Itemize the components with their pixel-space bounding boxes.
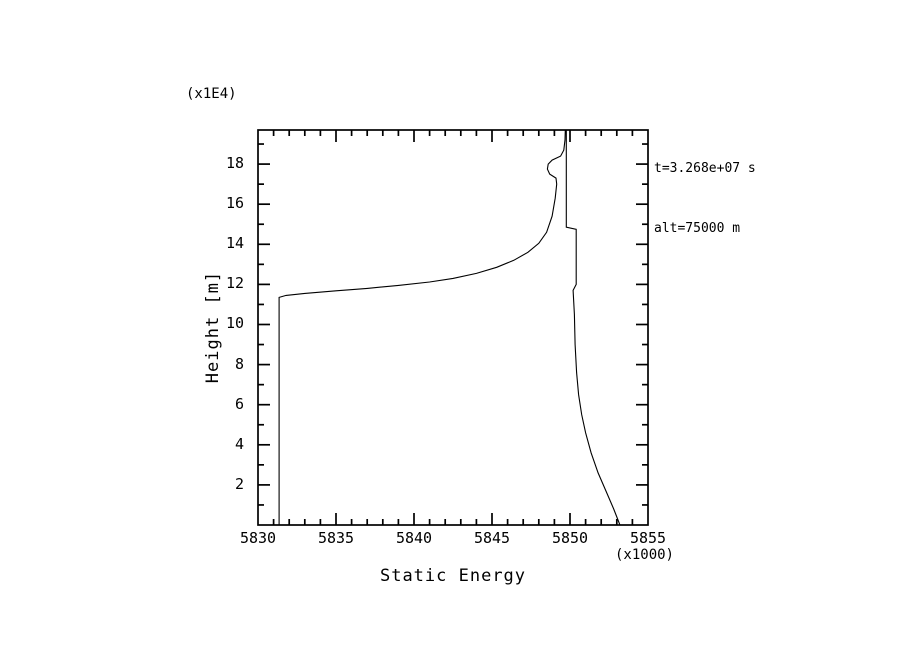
series-static-energy-profile xyxy=(278,129,621,526)
annotation-altitude: alt=75000 m xyxy=(654,221,741,236)
plot-annotations: t=3.268e+07 s alt=75000 m xyxy=(654,119,756,279)
x-axis-scale-label: (x1000) xyxy=(614,547,674,563)
plot-frame xyxy=(257,129,649,526)
y-axis-title: Height [m] xyxy=(203,270,223,384)
annotation-time: t=3.268e+07 s xyxy=(654,161,756,176)
y-axis-scale-label: (x1E4) xyxy=(186,86,237,102)
x-axis-title: Static Energy xyxy=(379,566,527,586)
